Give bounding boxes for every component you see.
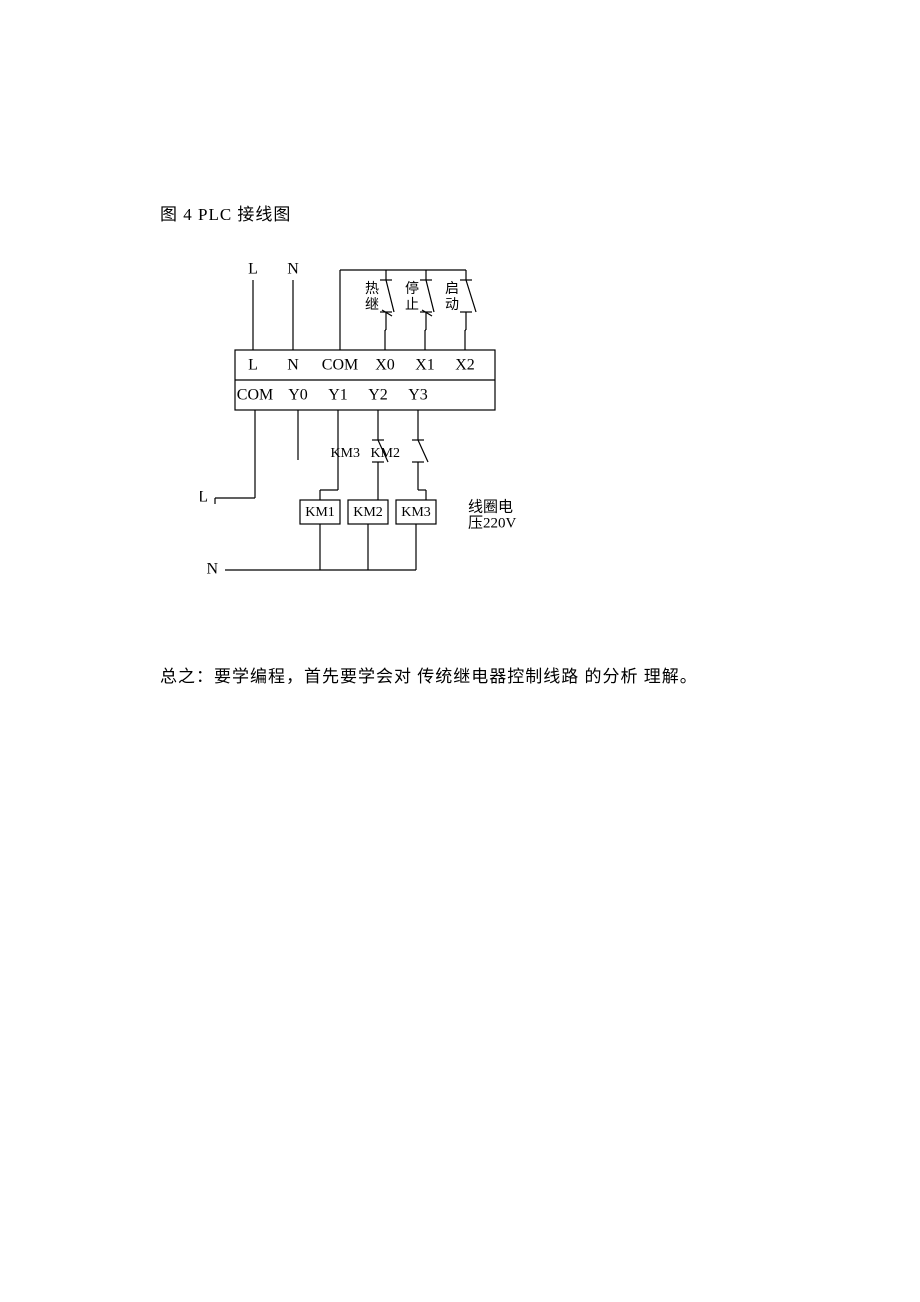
svg-text:L: L <box>248 261 258 278</box>
svg-text:KM1: KM1 <box>305 505 335 520</box>
svg-text:热: 热 <box>365 281 379 297</box>
svg-text:KM3: KM3 <box>401 505 431 520</box>
svg-text:KM2: KM2 <box>353 505 383 520</box>
plc-wiring-diagram: L N COM X0 X1 X2 COM Y0 Y1 Y2 Y3 L N 热继 停止 启动 L KM3 KM2 KM1… <box>200 250 500 600</box>
svg-text:线圈电: 线圈电 <box>468 498 513 515</box>
svg-text:Y2: Y2 <box>368 387 388 404</box>
svg-text:X0: X0 <box>375 357 395 374</box>
svg-text:启: 启 <box>445 281 459 297</box>
svg-text:COM: COM <box>237 387 273 404</box>
svg-text:继: 继 <box>365 297 379 313</box>
svg-text:Y0: Y0 <box>288 387 308 404</box>
svg-text:X1: X1 <box>415 357 435 374</box>
svg-text:停: 停 <box>405 280 419 297</box>
svg-text:Y1: Y1 <box>328 387 348 404</box>
svg-text:KM3: KM3 <box>330 446 360 461</box>
svg-text:Y3: Y3 <box>408 387 428 404</box>
svg-text:N: N <box>287 357 299 374</box>
svg-text:L: L <box>248 357 258 374</box>
svg-text:N: N <box>287 261 299 278</box>
svg-text:L: L <box>200 489 208 506</box>
svg-text:动: 动 <box>445 297 459 313</box>
footnote-content: 总之：要学编程，首先要学会对 传统继电器控制线路 的分析 理解。 <box>160 667 698 686</box>
svg-text:X2: X2 <box>455 357 475 374</box>
footnote-text: 总之：要学编程，首先要学会对 传统继电器控制线路 的分析 理解。 <box>160 662 698 687</box>
svg-text:压220V: 压220V <box>468 514 517 531</box>
svg-text:止: 止 <box>405 297 419 313</box>
figure-caption: 图 4 PLC 接线图 <box>160 200 291 225</box>
svg-text:KM2: KM2 <box>370 446 400 461</box>
svg-text:COM: COM <box>322 357 358 374</box>
svg-text:N: N <box>206 561 218 578</box>
caption-text: 图 4 PLC 接线图 <box>160 205 291 224</box>
